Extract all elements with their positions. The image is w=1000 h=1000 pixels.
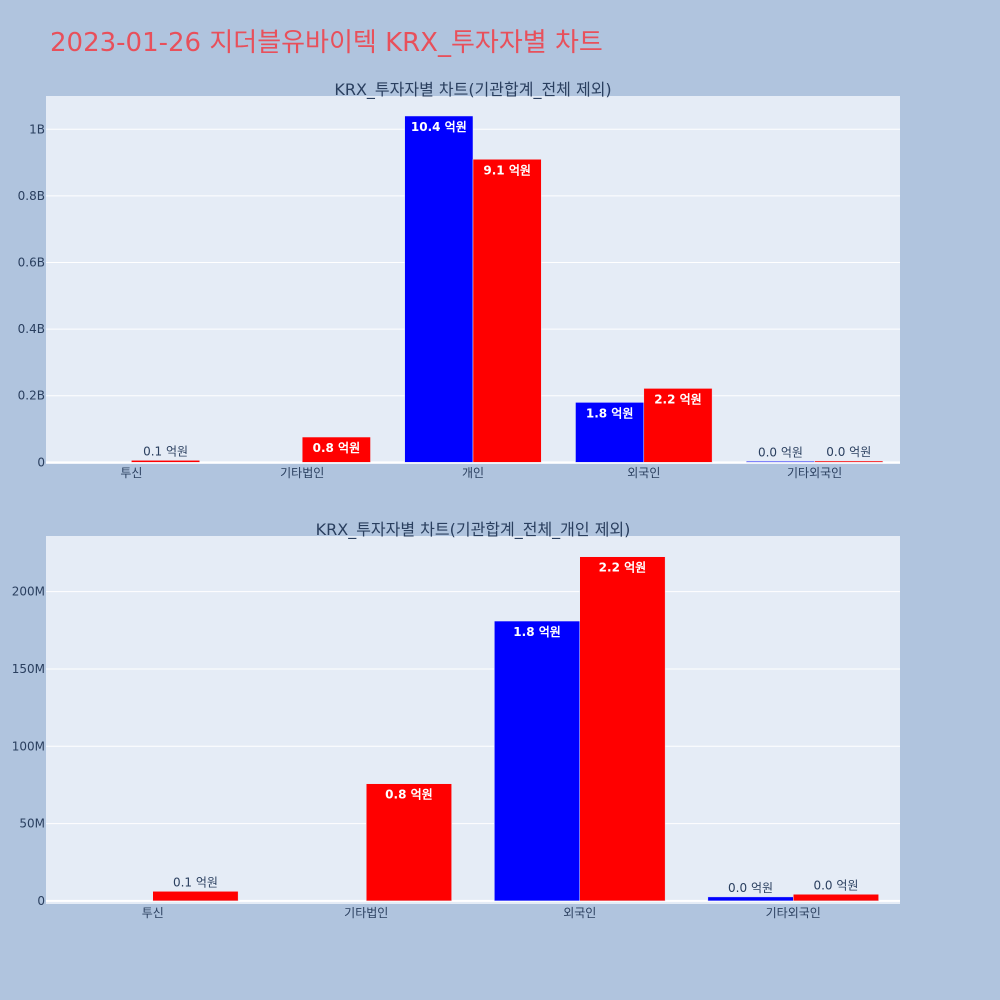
bar [152,891,239,902]
data-label: 0.1 억원 [143,444,188,458]
y-tick-label: 150M [12,662,45,676]
chart-title: KRX_투자자별 차트(기관합계_전체 제외) [334,80,611,100]
data-label: 2.2 억원 [599,561,647,575]
y-tick-label: 50M [19,817,45,831]
y-tick-label: 1B [29,122,45,136]
data-label: 0.0 억원 [813,878,858,892]
bar [707,896,794,902]
data-label: 0.1 억원 [173,875,218,889]
bar [472,159,542,463]
x-tick-label: 개인 [462,466,484,480]
data-label: 1.8 억원 [586,406,634,420]
bar [814,460,884,463]
data-label: 0.8 억원 [385,788,433,802]
chart-1: 0 0.2B 0.4B 0.6B 0.8B 1B KRX_투자자별 차트(기관합계_전체 제… [18,80,900,480]
data-label: 2.2 억원 [654,392,702,406]
x-tick-label: 기타법인 [280,466,324,480]
y-tick-label: 0.2B [18,389,45,403]
y-tick-label: 200M [12,585,45,599]
bar [366,783,452,902]
x-tick-label: 외국인 [563,906,596,920]
y-tick-label: 100M [12,739,45,753]
bar [793,894,879,902]
bar [579,556,666,902]
chart-2: 0 50M 100M 150M 200M KRX_투자자별 차트(기관합계_전체_개인 제… [12,520,900,920]
x-tick-label: 투신 [120,466,142,480]
data-label: 0.8 억원 [313,441,361,455]
y-tick-label: 0 [37,894,45,908]
bar [131,460,200,463]
x-tick-label: 기타외국인 [787,466,842,480]
main-title: 2023-01-26 지더블유바이텍 KRX_투자자별 차트 [50,28,603,58]
x-tick-label: 기타법인 [344,906,388,920]
chart-title: KRX_투자자별 차트(기관합계_전체_개인 제외) [316,520,631,540]
bar [494,620,581,902]
y-tick-label: 0 [37,455,45,469]
data-label: 9.1 억원 [483,163,531,177]
bar [404,115,474,463]
bar [301,436,371,463]
data-label: 0.0 억원 [728,881,773,895]
y-tick-label: 0.6B [18,256,45,270]
data-label: 1.8 억원 [513,625,561,639]
bar [575,402,645,463]
y-tick-label: 0.4B [18,322,45,336]
data-label: 0.0 억원 [758,445,803,459]
x-tick-label: 기타외국인 [766,906,821,920]
data-label: 0.0 억원 [826,445,871,459]
x-tick-label: 투신 [142,906,164,920]
y-tick-label: 0.8B [18,189,45,203]
bar [746,461,815,463]
x-tick-label: 외국인 [627,466,660,480]
bar [643,388,713,463]
plot-area [46,536,900,904]
data-label: 10.4 억원 [411,120,467,134]
